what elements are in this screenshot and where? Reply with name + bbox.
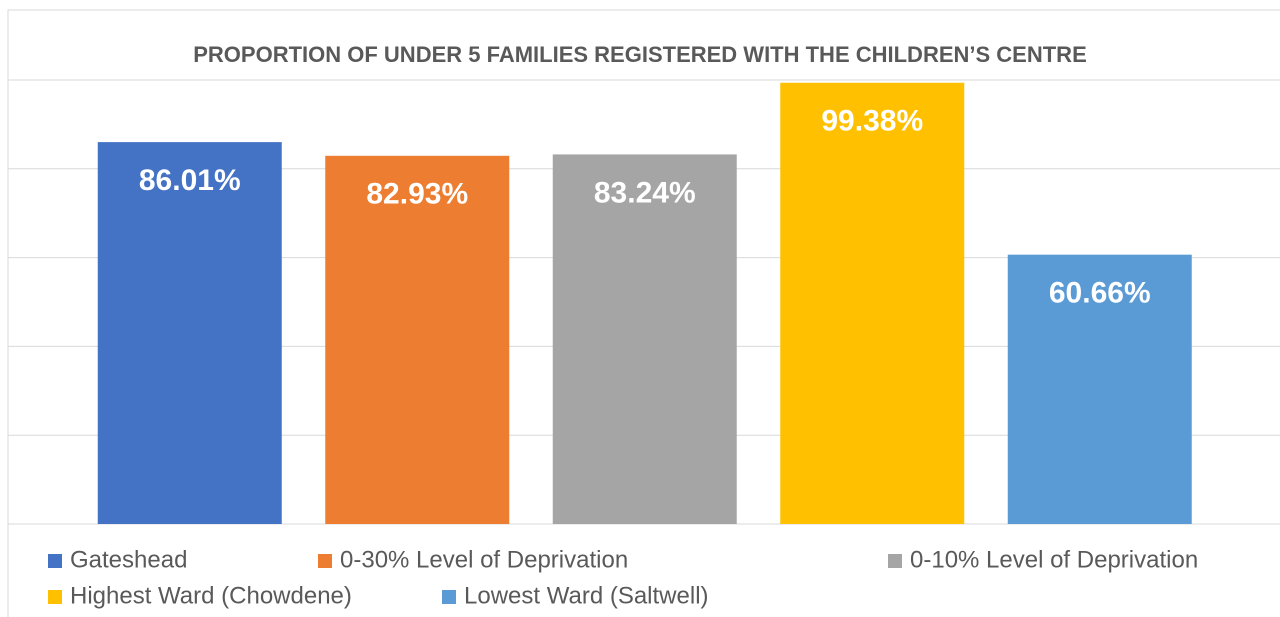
bar [97,142,282,524]
legend-swatch [318,554,332,568]
chart-border [7,9,1280,617]
legend-swatch [48,554,62,568]
legend-label: 0-30% Level of Deprivation [340,546,628,573]
bar [325,155,510,524]
bar [552,154,737,524]
chart-title: PROPORTION OF UNDER 5 FAMILIES REGISTERE… [193,42,1087,67]
bar [1007,254,1192,524]
data-label: 60.66% [1049,277,1151,310]
data-label: 83.24% [594,176,696,209]
legend-label: Gateshead [70,546,187,573]
legend-label: Highest Ward (Chowdene) [70,582,352,609]
legend-label: Lowest Ward (Saltwell) [464,582,709,609]
bar [780,82,965,524]
data-label: 99.38% [821,105,923,138]
legend-swatch [48,590,62,604]
legend-label: 0-10% Level of Deprivation [910,546,1198,573]
data-label: 82.93% [366,178,468,211]
data-label: 86.01% [139,164,241,197]
legend-swatch [442,590,456,604]
legend-swatch [888,554,902,568]
